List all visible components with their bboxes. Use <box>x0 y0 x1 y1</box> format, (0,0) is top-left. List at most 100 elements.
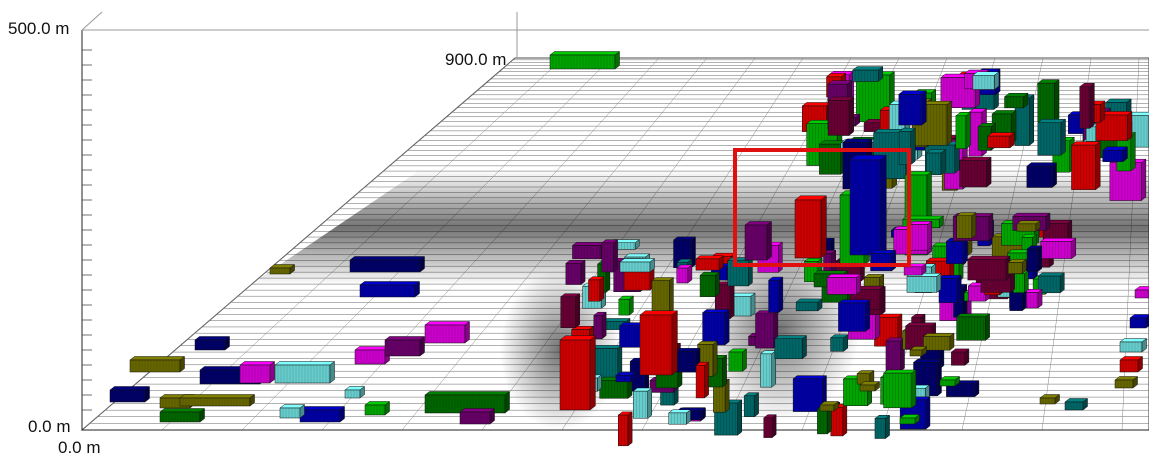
z-min-label: 0.0 m <box>28 417 71 436</box>
building-block <box>829 334 849 352</box>
building-block <box>986 132 1016 149</box>
building-block <box>899 413 921 425</box>
building-block <box>559 335 597 411</box>
building-block <box>744 220 773 261</box>
building-block <box>619 257 656 273</box>
building-block <box>424 320 471 344</box>
building-block <box>956 212 977 239</box>
building-block <box>903 263 927 276</box>
building-block <box>364 400 391 416</box>
building-block <box>560 293 581 329</box>
building-block <box>549 50 621 70</box>
building-block <box>601 239 619 273</box>
building-block <box>1095 110 1133 142</box>
building-block <box>194 335 231 351</box>
building-block <box>882 369 917 409</box>
building-block <box>830 403 848 437</box>
building-block <box>763 414 777 439</box>
building-block <box>1114 375 1139 389</box>
building-blocks <box>109 50 1149 447</box>
building-block <box>950 348 970 366</box>
building-block <box>792 375 828 413</box>
building-block <box>898 90 928 126</box>
building-block <box>826 273 862 295</box>
building-block <box>695 255 724 271</box>
building-block <box>958 156 992 188</box>
building-block <box>972 71 1000 91</box>
building-block <box>967 255 1011 281</box>
building-block <box>938 274 962 304</box>
building-block <box>955 313 991 341</box>
building-block <box>632 387 653 419</box>
building-block <box>565 259 586 286</box>
building-block <box>1039 393 1061 405</box>
building-block <box>906 272 942 293</box>
building-block <box>859 380 881 392</box>
building-block <box>279 403 306 419</box>
building-block <box>1037 79 1060 123</box>
building-block <box>955 111 972 150</box>
building-block <box>827 96 855 136</box>
building-block <box>1101 146 1129 163</box>
building-block <box>908 220 933 251</box>
building-block <box>925 149 947 176</box>
building-block <box>945 237 969 265</box>
building-block <box>1129 314 1149 329</box>
building-block <box>869 249 897 272</box>
building-block <box>851 66 884 83</box>
building-block <box>344 385 366 399</box>
building-block <box>743 392 760 418</box>
building-block <box>774 335 808 360</box>
building-block <box>726 257 754 287</box>
building-block <box>274 360 336 384</box>
building-block <box>179 393 256 407</box>
building-block <box>668 409 692 425</box>
building-block <box>728 348 748 372</box>
building-block <box>922 332 955 351</box>
building-block <box>459 407 496 425</box>
building-block <box>1016 220 1041 232</box>
building-block <box>384 335 426 357</box>
building-block <box>701 309 730 346</box>
building-block <box>1119 337 1148 353</box>
building-block <box>617 411 633 447</box>
building-block <box>359 280 421 298</box>
building-block <box>837 299 871 332</box>
building-block <box>849 154 888 256</box>
building-block <box>759 350 777 388</box>
building-block <box>1119 355 1144 373</box>
building-block <box>571 241 606 260</box>
axes-frame <box>81 11 1149 431</box>
depth-max-label: 900.0 m <box>445 50 507 69</box>
building-block <box>587 276 605 302</box>
building-block <box>129 355 186 373</box>
building-block <box>615 371 637 383</box>
building-block <box>794 195 828 259</box>
building-block <box>239 360 276 384</box>
building-block <box>1079 82 1096 129</box>
building-block <box>795 298 823 312</box>
building-block <box>269 263 296 275</box>
building-block <box>819 400 840 412</box>
building-block <box>1007 258 1027 275</box>
building-block <box>939 375 961 387</box>
building-block <box>1064 397 1089 411</box>
building-block <box>1039 237 1077 260</box>
building-block <box>1026 162 1058 189</box>
building-block <box>618 295 635 316</box>
building-block <box>699 271 721 298</box>
building-block <box>695 361 710 399</box>
z-max-label: 500.0 m <box>8 19 70 38</box>
building-block <box>767 276 784 313</box>
building-block <box>593 311 607 340</box>
building-block <box>874 414 891 440</box>
building-block <box>1003 92 1029 109</box>
building-block <box>909 345 928 357</box>
building-block <box>109 385 151 403</box>
building-block <box>354 345 391 365</box>
building-block <box>1026 245 1043 273</box>
building-block <box>1070 141 1101 191</box>
building-block <box>598 376 633 399</box>
building-block <box>1134 286 1149 299</box>
